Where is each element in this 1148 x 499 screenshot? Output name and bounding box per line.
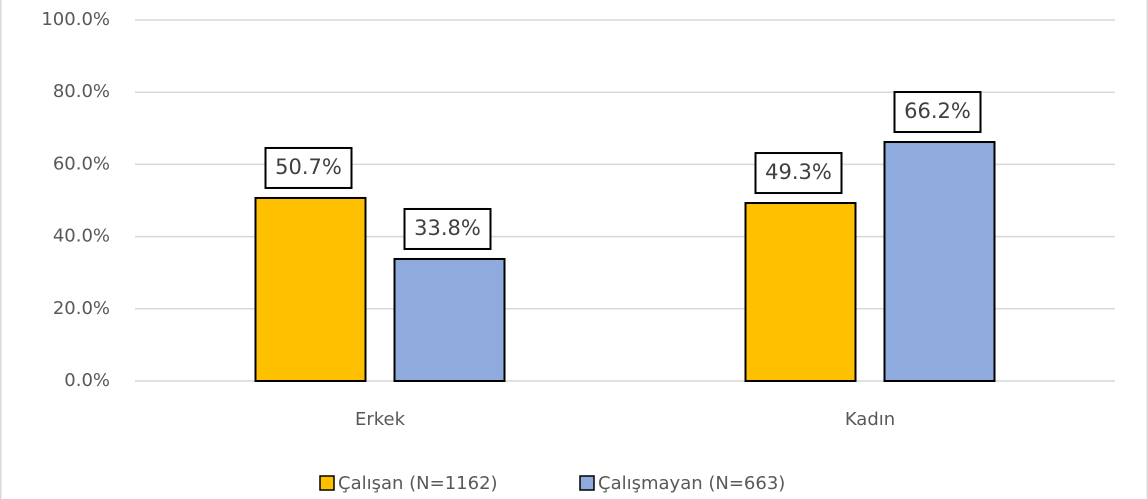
value-label: 49.3% (765, 160, 832, 184)
y-tick-label: 60.0% (53, 153, 110, 174)
bar (393, 257, 506, 382)
value-label: 66.2% (904, 99, 971, 123)
value-label-box (754, 152, 843, 195)
bar (254, 196, 367, 382)
legend-label: Çalışan (N=1162) (338, 473, 498, 494)
legend-swatch (579, 475, 595, 491)
value-label-box (403, 207, 492, 250)
value-label: 33.8% (414, 216, 481, 240)
value-label-box (264, 146, 353, 189)
legend-label: Çalışmayan (N=663) (598, 473, 785, 494)
y-tick-label: 20.0% (53, 298, 110, 319)
x-tick-label: Kadın (845, 409, 895, 430)
bar (744, 202, 857, 382)
bar (883, 141, 996, 382)
y-tick-label: 0.0% (64, 370, 110, 391)
y-tick-label: 80.0% (53, 81, 110, 102)
value-label-box (893, 91, 982, 134)
x-tick-label: Erkek (355, 409, 406, 430)
y-tick-label: 40.0% (53, 226, 110, 247)
value-label: 50.7% (275, 155, 342, 179)
legend-swatch (319, 475, 335, 491)
y-tick-label: 100.0% (41, 9, 110, 30)
